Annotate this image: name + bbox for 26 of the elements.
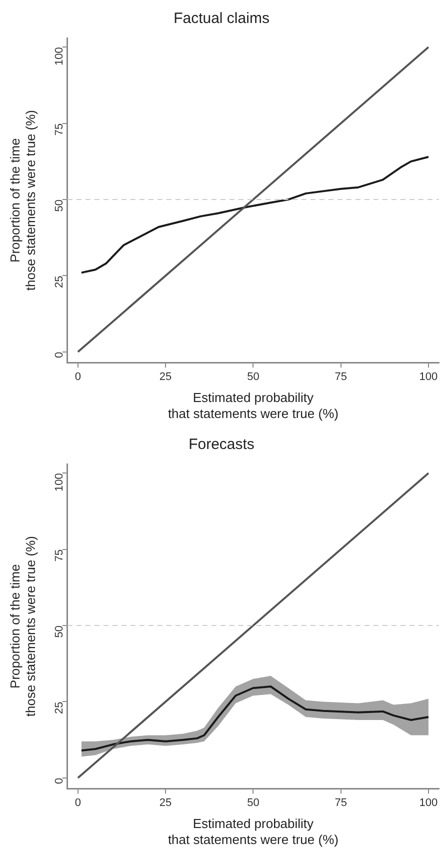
x-tick-label: 100: [419, 797, 438, 810]
x-tick-label: 0: [74, 797, 81, 810]
y-tick-label: 0: [53, 778, 66, 784]
y-tick-label: 100: [53, 47, 66, 66]
y-tick-label: 25: [53, 702, 66, 714]
x-tick-label: 25: [159, 371, 172, 384]
x-axis-title: Estimated probability that statements were true (%): [168, 816, 338, 847]
y-tick-label: 0: [53, 352, 66, 358]
y-tick-label: 75: [53, 549, 66, 562]
y-tick-label: 25: [53, 276, 66, 288]
x-axis-title: Estimated probability that statements were true (%): [168, 390, 338, 421]
y-axis-title: Proportion of the time those statements were true (%): [7, 536, 38, 717]
x-tick-label: 25: [159, 797, 172, 810]
y-tick-label: 50: [53, 200, 66, 212]
x-tick-label: 75: [334, 371, 347, 384]
y-axis-title: Proportion of the time those statements were true (%): [7, 110, 38, 291]
chart-title: Factual claims: [174, 10, 270, 28]
x-tick-label: 50: [247, 797, 260, 810]
x-tick-label: 0: [74, 371, 81, 384]
chart-title: Forecasts: [188, 436, 254, 454]
x-tick-label: 75: [334, 797, 347, 810]
y-tick-label: 75: [53, 123, 66, 136]
y-tick-label: 100: [53, 473, 66, 492]
x-tick-label: 100: [419, 371, 438, 384]
x-tick-label: 50: [247, 371, 260, 384]
y-tick-label: 50: [53, 626, 66, 638]
